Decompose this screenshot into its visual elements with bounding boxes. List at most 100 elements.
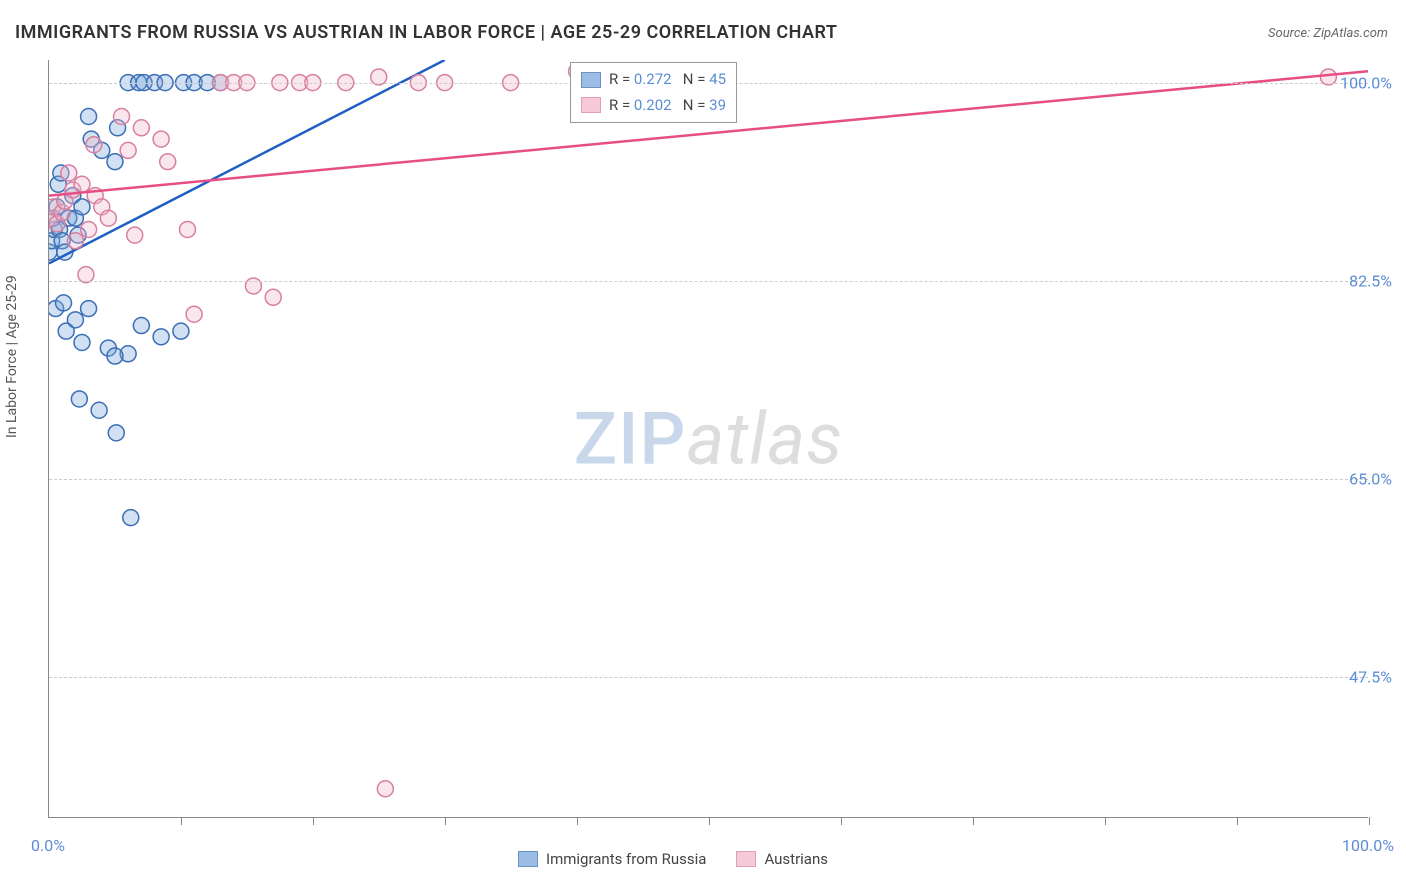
data-point [94, 142, 110, 158]
data-point [61, 165, 77, 181]
stats-legend: R = 0.272 N = 45R = 0.202 N = 39 [570, 62, 737, 123]
data-point [186, 306, 202, 322]
stats-legend-row: R = 0.202 N = 39 [581, 93, 726, 119]
legend-swatch [581, 72, 601, 88]
data-point [100, 340, 116, 356]
data-point [53, 165, 69, 181]
data-point [120, 142, 136, 158]
data-point [67, 312, 83, 328]
x-tick [1369, 817, 1370, 825]
source-credit: Source: ZipAtlas.com [1268, 26, 1388, 41]
data-point [49, 244, 57, 260]
chart-svg [49, 60, 1368, 817]
data-point [49, 221, 62, 237]
data-point [65, 188, 81, 204]
data-point [61, 210, 77, 226]
data-point [57, 193, 73, 209]
legend-swatch [518, 851, 538, 867]
data-point [74, 334, 90, 350]
data-point [153, 329, 169, 345]
data-point [74, 199, 90, 215]
series-legend-label: Immigrants from Russia [546, 850, 706, 868]
data-point [123, 510, 139, 526]
data-point [114, 109, 130, 125]
data-point [54, 233, 70, 249]
data-point [127, 227, 143, 243]
x-tick-label-right: 100.0% [1342, 836, 1394, 855]
data-point [133, 120, 149, 136]
watermark-atlas: atlas [686, 396, 843, 481]
x-tick [313, 817, 314, 825]
data-point [107, 348, 123, 364]
legend-swatch [736, 851, 756, 867]
data-point [91, 402, 107, 418]
x-tick [709, 817, 710, 825]
x-tick [181, 817, 182, 825]
gridline [49, 281, 1368, 282]
data-point [58, 323, 74, 339]
data-point [81, 301, 97, 317]
data-point [110, 120, 126, 136]
data-point [94, 199, 110, 215]
data-point [65, 182, 81, 198]
watermark: ZIPatlas [574, 396, 844, 481]
data-point [57, 244, 73, 260]
data-point [49, 216, 65, 232]
plot-area: ZIPatlas [48, 60, 1368, 818]
data-point [49, 199, 61, 215]
data-point [81, 221, 97, 237]
x-tick [1105, 817, 1106, 825]
data-point [49, 301, 64, 317]
data-point [71, 391, 87, 407]
data-point [70, 227, 86, 243]
data-point [265, 289, 281, 305]
x-tick [445, 817, 446, 825]
y-axis-label: In Labor Force | Age 25-29 [4, 275, 20, 438]
data-point [49, 210, 61, 226]
x-tick [1237, 817, 1238, 825]
data-point [173, 323, 189, 339]
data-point [100, 210, 116, 226]
data-point [180, 221, 196, 237]
data-point [52, 221, 68, 237]
gridline [49, 677, 1368, 678]
data-point [49, 210, 57, 226]
y-tick-label: 100.0% [1340, 73, 1392, 92]
series-legend-item: Immigrants from Russia [518, 850, 706, 868]
series-legend-item: Austrians [736, 850, 828, 868]
y-tick-label: 65.0% [1349, 469, 1392, 488]
regression-line [49, 60, 445, 263]
data-point [83, 131, 99, 147]
data-point [67, 210, 83, 226]
x-tick [577, 817, 578, 825]
data-point [120, 346, 136, 362]
data-point [56, 295, 72, 311]
y-tick-label: 47.5% [1349, 667, 1392, 686]
legend-swatch [581, 97, 601, 113]
data-point [87, 188, 103, 204]
data-point [50, 176, 66, 192]
data-point [107, 154, 123, 170]
data-point [74, 176, 90, 192]
data-point [49, 233, 60, 249]
y-tick-label: 82.5% [1349, 271, 1392, 290]
x-tick-label-left: 0.0% [31, 836, 65, 855]
data-point [377, 781, 393, 797]
data-point [81, 109, 97, 125]
data-point [133, 318, 149, 334]
data-point [160, 154, 176, 170]
data-point [67, 233, 83, 249]
chart-title: IMMIGRANTS FROM RUSSIA VS AUSTRIAN IN LA… [15, 22, 837, 43]
data-point [54, 205, 70, 221]
series-legend: Immigrants from Russia Austrians [518, 850, 828, 868]
data-point [49, 199, 65, 215]
x-tick [973, 817, 974, 825]
stats-text: R = 0.202 N = 39 [609, 93, 726, 119]
series-legend-label: Austrians [764, 850, 828, 868]
data-point [108, 425, 124, 441]
watermark-zip: ZIP [574, 396, 687, 481]
data-point [86, 137, 102, 153]
x-tick [841, 817, 842, 825]
stats-legend-row: R = 0.272 N = 45 [581, 67, 726, 93]
stats-text: R = 0.272 N = 45 [609, 67, 726, 93]
